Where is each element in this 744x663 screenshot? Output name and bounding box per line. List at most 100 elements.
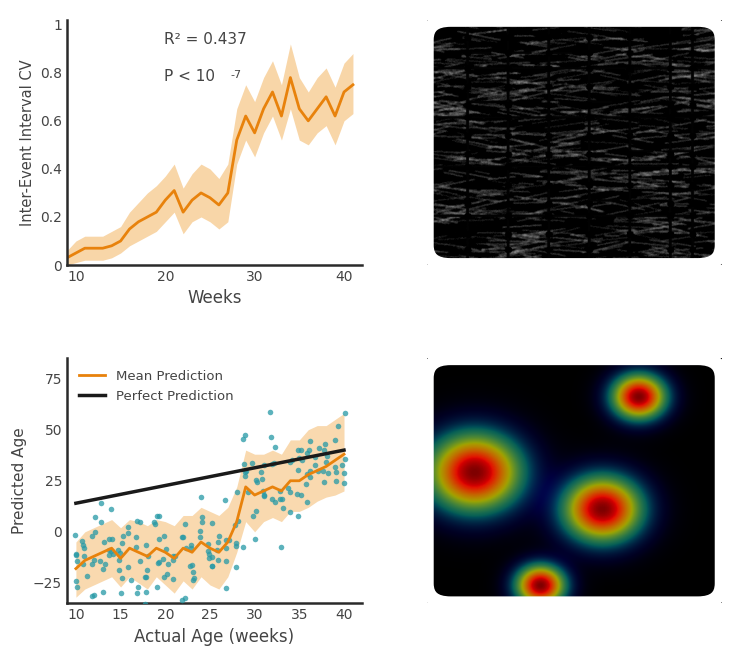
Point — [78, 550, 90, 561]
Point — [282, 483, 294, 494]
Point — [86, 559, 97, 570]
Point — [246, 458, 258, 469]
Point — [250, 506, 262, 516]
Point — [313, 442, 325, 453]
Point — [81, 571, 93, 581]
Point — [153, 556, 164, 567]
Point — [148, 516, 160, 527]
Point — [231, 562, 243, 573]
Point — [330, 435, 341, 446]
Point — [106, 504, 118, 514]
Point — [242, 487, 254, 497]
Point — [249, 534, 261, 544]
Mean Prediction — [116, 554, 125, 562]
Point — [94, 516, 106, 527]
Point — [336, 459, 348, 470]
Point — [169, 550, 181, 561]
Point — [339, 467, 350, 478]
Point — [161, 544, 173, 554]
Point — [141, 540, 153, 551]
Point — [76, 535, 88, 546]
Point — [330, 467, 342, 477]
Point — [251, 477, 263, 487]
Point — [167, 554, 179, 565]
Point — [115, 548, 126, 558]
Point — [266, 459, 278, 469]
Mean Prediction — [143, 552, 152, 560]
Point — [301, 497, 312, 507]
Point — [70, 550, 82, 561]
Y-axis label: Inter-Event Interval CV: Inter-Event Interval CV — [19, 59, 34, 226]
Point — [161, 569, 173, 579]
Point — [153, 511, 164, 522]
Point — [112, 555, 124, 566]
Point — [318, 465, 330, 476]
Point — [157, 554, 169, 565]
Point — [295, 490, 307, 501]
Point — [301, 448, 313, 459]
Mean Prediction — [295, 477, 304, 485]
Point — [229, 519, 241, 530]
Point — [180, 543, 192, 554]
Point — [86, 590, 97, 601]
Point — [301, 469, 313, 480]
Point — [86, 531, 97, 542]
Point — [94, 556, 106, 566]
Point — [71, 556, 83, 567]
Point — [89, 526, 100, 537]
Point — [195, 491, 207, 502]
Point — [105, 546, 117, 556]
Point — [141, 587, 153, 597]
Text: -7: -7 — [231, 70, 242, 80]
Mean Prediction — [268, 483, 277, 491]
Point — [295, 445, 307, 455]
Point — [89, 589, 100, 600]
Point — [310, 460, 321, 471]
Point — [264, 407, 276, 418]
Point — [158, 572, 170, 583]
Point — [202, 546, 214, 556]
Point — [117, 573, 129, 583]
Point — [304, 436, 316, 446]
Point — [283, 457, 295, 467]
Point — [318, 444, 330, 455]
Point — [153, 558, 164, 568]
Point — [130, 532, 142, 542]
Point — [293, 453, 305, 463]
Point — [239, 430, 251, 440]
Mean Prediction — [170, 554, 179, 562]
Point — [231, 487, 243, 498]
Point — [71, 576, 83, 587]
X-axis label: Weeks: Weeks — [187, 290, 242, 308]
Point — [88, 555, 100, 566]
Point — [139, 572, 151, 582]
Point — [106, 534, 118, 544]
Point — [184, 560, 196, 571]
Mean Prediction — [89, 552, 98, 560]
Point — [103, 545, 115, 556]
Point — [122, 562, 134, 573]
Mean Prediction — [179, 544, 187, 552]
Point — [112, 544, 124, 555]
Point — [77, 540, 89, 550]
Point — [97, 587, 109, 598]
Point — [239, 470, 251, 481]
Point — [113, 565, 125, 575]
Point — [152, 582, 164, 593]
Point — [167, 550, 179, 561]
Point — [196, 512, 208, 522]
Point — [97, 564, 109, 574]
Point — [194, 532, 206, 542]
Mean Prediction — [259, 487, 268, 495]
Mean Prediction — [134, 548, 143, 556]
Mean Prediction — [214, 548, 223, 556]
Point — [212, 537, 224, 548]
Point — [125, 574, 137, 585]
Point — [275, 542, 286, 552]
Mean Prediction — [187, 548, 196, 556]
Point — [303, 444, 315, 455]
Point — [196, 516, 208, 527]
Point — [248, 511, 260, 521]
Point — [71, 581, 83, 592]
Point — [284, 487, 296, 497]
